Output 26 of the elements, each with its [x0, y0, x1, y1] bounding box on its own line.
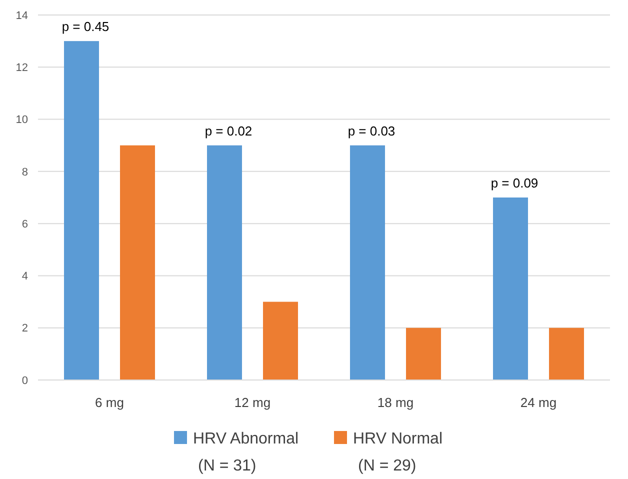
x-tick-label: 6 mg	[95, 395, 124, 410]
y-tick-label: 8	[22, 166, 28, 178]
y-tick-label: 4	[22, 270, 28, 283]
bar	[207, 145, 242, 380]
y-tick-label: 10	[16, 114, 28, 126]
bar	[350, 145, 385, 380]
y-tick-label: 0	[22, 374, 28, 387]
bar	[549, 328, 584, 380]
bar	[263, 302, 298, 380]
bar	[120, 145, 155, 380]
y-tick-label: 12	[16, 62, 28, 74]
bar	[406, 328, 441, 380]
x-tick-label: 24 mg	[520, 395, 557, 410]
legend-label: HRV Abnormal (N = 31)	[193, 430, 299, 475]
annotation: p = 0.02	[204, 123, 252, 138]
bar	[493, 198, 528, 380]
x-tick-label: 18 mg	[377, 395, 414, 410]
y-tick-label: 6	[22, 218, 28, 230]
annotation: p = 0.09	[490, 176, 538, 190]
y-tick-label: 14	[16, 10, 28, 22]
y-tick-label: 2	[22, 322, 28, 335]
bar	[64, 41, 99, 380]
x-tick-label: 12 mg	[234, 395, 271, 410]
annotation: p = 0.03	[348, 123, 396, 138]
legend-label: HRV Normal (N = 29)	[353, 430, 442, 475]
annotation: p = 0.45	[62, 19, 110, 34]
